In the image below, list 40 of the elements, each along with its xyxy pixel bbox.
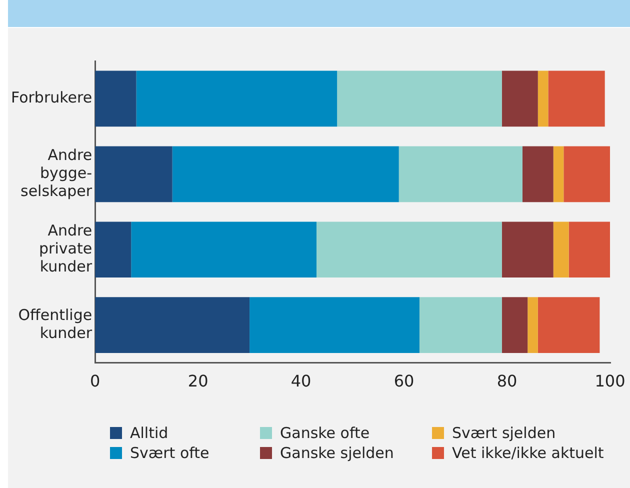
bar — [316, 222, 502, 278]
x-tick-label: 20 — [188, 372, 208, 391]
bar — [548, 70, 605, 127]
bar — [95, 146, 172, 202]
legend-label: Vet ikke/ikke aktuelt — [451, 444, 605, 464]
legend-label: Svært sjelden — [451, 424, 557, 444]
bar — [522, 146, 554, 202]
bar — [538, 297, 600, 353]
legend-label: Alltid — [129, 424, 170, 444]
x-tick-label: 40 — [290, 372, 312, 391]
bar — [538, 70, 548, 127]
legend-label: Svært ofte — [129, 444, 210, 464]
bar — [337, 70, 502, 127]
bar — [131, 222, 316, 278]
bar — [553, 222, 569, 278]
bar — [553, 146, 564, 202]
y-tick-label: Andre bygge-selskaper — [20, 146, 93, 200]
bar — [398, 146, 522, 202]
bar — [419, 297, 502, 353]
bar — [568, 222, 610, 278]
x-tick-label: 80 — [496, 372, 518, 391]
bar — [502, 222, 554, 278]
bar — [136, 70, 338, 127]
bar — [502, 297, 528, 353]
y-tick-label: Andre private kunder — [39, 222, 93, 276]
bar — [95, 222, 132, 278]
x-tick-label: 60 — [394, 372, 414, 391]
bar — [95, 297, 250, 353]
bar — [564, 146, 610, 202]
bar — [250, 297, 420, 353]
bar — [95, 70, 136, 127]
x-tick-label: 0 — [90, 372, 100, 391]
bar — [172, 146, 399, 202]
legend-label: Ganske sjelden — [279, 444, 395, 464]
legend-label: Ganske ofte — [279, 424, 371, 444]
x-tick-label: 100 — [594, 372, 626, 391]
y-tick-label: Forbrukere — [10, 88, 92, 107]
bar — [528, 297, 538, 353]
y-tick-label: Offentlige kunder — [18, 306, 93, 342]
bar — [502, 70, 538, 127]
